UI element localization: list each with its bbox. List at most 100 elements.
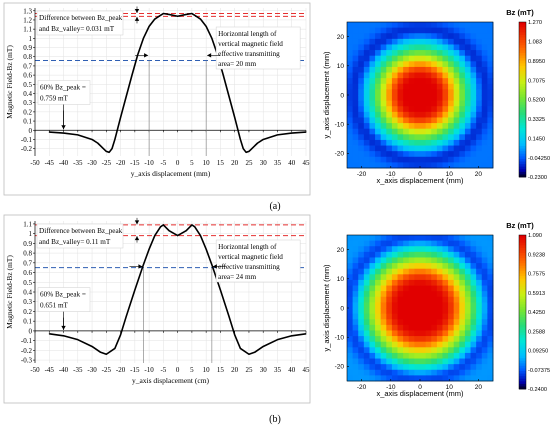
heatmap-cell	[420, 66, 427, 73]
heatmap-cell	[391, 291, 398, 298]
colorbar-segment	[519, 327, 526, 331]
heatmap-cell	[436, 313, 443, 320]
heatmap-cell	[408, 55, 415, 62]
heatmap-cell	[352, 22, 359, 29]
colorbar-segment	[519, 120, 526, 124]
x-tick-label: -30	[87, 366, 97, 374]
colorbar-title: Bz (mT)	[506, 221, 534, 230]
heatmap-cell	[391, 106, 398, 113]
heatmap-cell	[459, 274, 466, 281]
colorbar-segment	[519, 304, 526, 308]
heatmap-cell	[448, 358, 455, 365]
y-tick-label: 0.8	[23, 250, 32, 258]
heatmap-cell	[464, 235, 471, 242]
heatmap-cell	[431, 44, 438, 51]
colorbar-segment	[519, 299, 526, 303]
heatmap-cell	[431, 240, 438, 247]
heatmap-cell	[470, 22, 477, 29]
heatmap-cell	[397, 296, 404, 303]
x-tick-label: -20	[116, 366, 126, 374]
heatmap-cell	[397, 162, 404, 169]
heatmap-cell	[391, 352, 398, 359]
heatmap-cell	[448, 72, 455, 79]
colorbar-segment	[519, 252, 526, 256]
heatmap-cell	[358, 95, 365, 102]
heatmap-cell	[476, 296, 483, 303]
heatmap-cell	[431, 324, 438, 331]
heatmap-cell	[464, 72, 471, 79]
data-point	[291, 132, 293, 134]
heatmap-cell	[425, 123, 432, 130]
heatmap-cell	[375, 78, 382, 85]
heatmap-cell	[481, 341, 488, 348]
heatmap-cell	[425, 106, 432, 113]
heatmap-cell	[347, 240, 354, 247]
heatmap-cell	[453, 145, 460, 152]
heatmap-cell	[448, 78, 455, 85]
colorbar-segment	[519, 376, 526, 380]
heatmap-cell	[414, 257, 421, 264]
heatmap-cell	[386, 330, 393, 337]
heatmap-cell	[391, 134, 398, 141]
heatmap-cell	[414, 117, 421, 124]
heatmap-cell	[380, 274, 387, 281]
heatmap-cell	[487, 95, 494, 102]
heatmap-cell	[397, 302, 404, 309]
heatmap-cell	[386, 61, 393, 68]
heatmap-cell	[459, 44, 466, 51]
heatmap-cell	[403, 33, 410, 40]
heatmap-cell	[352, 313, 359, 320]
heatmap-cell	[470, 336, 477, 343]
heatmap-cell	[363, 66, 370, 73]
heatmap-cell	[397, 246, 404, 253]
heatmap-cell	[425, 302, 432, 309]
heatmap-cell	[380, 308, 387, 315]
heatmap-cell	[425, 274, 432, 281]
heatmap-cell	[459, 100, 466, 107]
heatmap-cell	[375, 268, 382, 275]
heatmap-cell	[352, 100, 359, 107]
heatmap-cell	[380, 151, 387, 158]
heatmap-cell	[358, 336, 365, 343]
heatmap-cell	[431, 111, 438, 118]
heatmap-cell	[464, 251, 471, 258]
colorbar-segment	[519, 324, 526, 328]
heatmap-cell	[375, 347, 382, 354]
heatmap-cell	[347, 111, 354, 118]
heatmap-cell	[425, 95, 432, 102]
colorbar-segment	[519, 171, 526, 175]
heatmap-cell	[481, 313, 488, 320]
heatmap-cell	[425, 151, 432, 158]
heatmap-cell	[386, 336, 393, 343]
heatmap-cell	[347, 308, 354, 315]
heatmap-cell	[425, 285, 432, 292]
heatmap-cell	[453, 364, 460, 371]
heatmap-cell	[464, 246, 471, 253]
heatmap-cell	[459, 27, 466, 34]
colorbar-segment	[519, 265, 526, 269]
heatmap-cell	[358, 66, 365, 73]
heatmap-cell	[431, 78, 438, 85]
data-point	[248, 353, 250, 355]
y-tick-label: 0.6	[23, 72, 32, 80]
heatmap-cell	[442, 111, 449, 118]
heatmap-cell	[481, 246, 488, 253]
heatmap-cell	[448, 156, 455, 163]
heatmap-cell	[453, 44, 460, 51]
y-tick-label: 1.1	[23, 220, 32, 228]
heatmap-cell	[369, 55, 376, 62]
heatmap-cell	[375, 100, 382, 107]
heatmap-cell	[358, 78, 365, 85]
heatmap-cell	[464, 268, 471, 275]
heatmap-cell	[386, 347, 393, 354]
data-point	[205, 248, 207, 250]
heatmap-cell	[397, 95, 404, 102]
heatmap-cell	[487, 128, 494, 135]
heatmap-cell	[363, 128, 370, 135]
heatmap-cell	[375, 145, 382, 152]
colorbar-segment	[519, 109, 526, 113]
heatmap-cell	[358, 27, 365, 34]
data-point	[168, 13, 170, 15]
x-tick-label: 0	[418, 384, 422, 391]
heatmap-cell	[476, 83, 483, 90]
